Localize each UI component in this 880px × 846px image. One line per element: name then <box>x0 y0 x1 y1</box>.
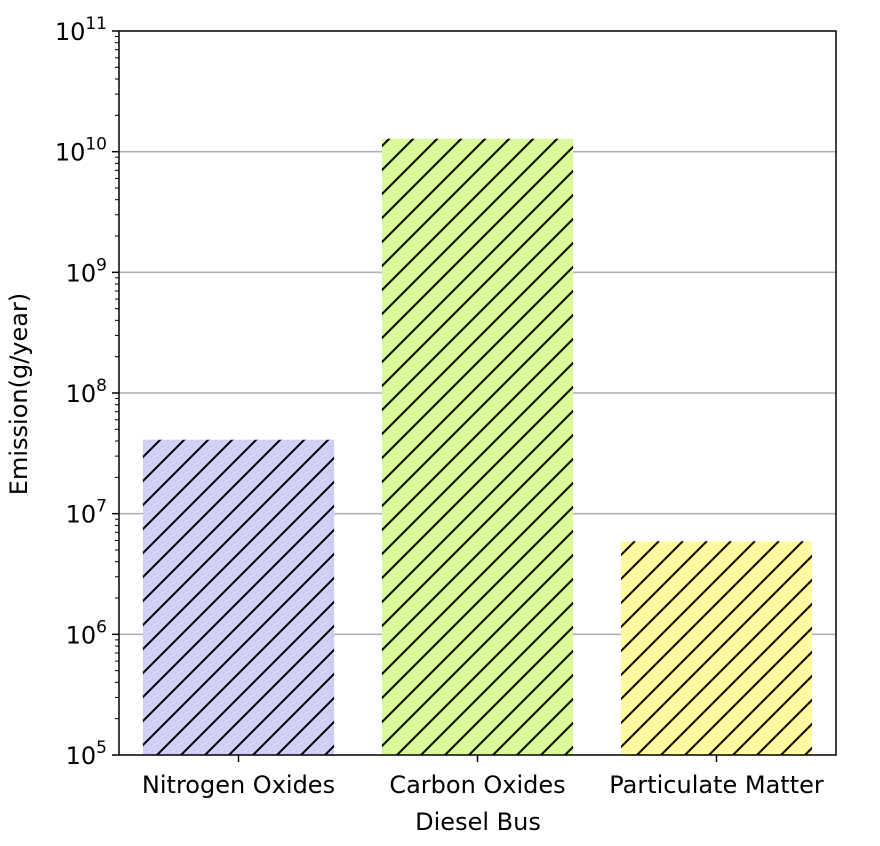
x-axis-ticks: Nitrogen Oxides Carbon Oxides Particulate … <box>142 755 824 799</box>
y-tick-label: 109 <box>66 255 107 287</box>
x-axis-label: Diesel Bus <box>415 808 541 836</box>
y-tick-label: 1010 <box>55 135 107 167</box>
y-tick-label: 105 <box>66 738 107 770</box>
bar-particulate-matter <box>620 541 813 755</box>
y-tick-label: 108 <box>66 376 107 408</box>
y-tick-label: 1011 <box>55 14 107 46</box>
x-tick-label: Nitrogen Oxides <box>142 771 335 799</box>
y-tick-label: 106 <box>66 617 107 649</box>
x-tick-label: Carbon Oxides <box>389 771 565 799</box>
minor-ticks <box>115 36 119 720</box>
y-tick-label: 107 <box>66 497 107 529</box>
bar-nitrogen-oxides <box>142 439 335 755</box>
y-axis-ticks: 105 106 107 108 109 1010 1011 <box>55 14 119 770</box>
bars <box>142 138 813 756</box>
y-axis-label: Emission(g/year) <box>5 293 33 495</box>
x-tick-label: Particulate Matter <box>609 771 824 799</box>
bar-carbon-oxides <box>381 138 574 756</box>
